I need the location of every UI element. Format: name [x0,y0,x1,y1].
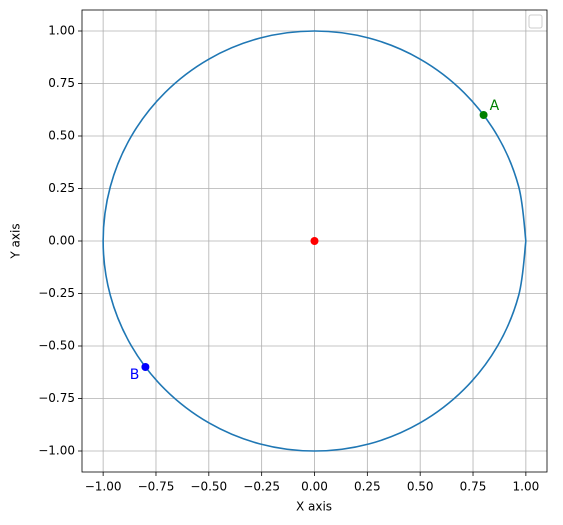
point [141,363,150,371]
y-tick-label: −0.50 [38,339,75,353]
x-tick-label: −0.25 [243,480,280,494]
x-tick-label: 0.25 [354,480,381,494]
x-tick-label: −0.50 [190,480,227,494]
x-tick-label: 0.75 [460,480,487,494]
y-tick-label: 0.25 [48,181,75,195]
y-tick-label: −1.00 [38,444,75,458]
y-tick-label: −0.75 [38,391,75,405]
x-tick-label: 0.50 [407,480,434,494]
x-axis-label: X axis [296,500,332,514]
point-label: A [490,98,500,114]
x-tick-label: 0.00 [301,480,328,494]
y-tick-label: 0.00 [48,234,75,248]
y-tick-label: −0.25 [38,286,75,300]
point-label: B [130,367,140,383]
y-axis-label: Y axis [9,223,23,259]
x-tick-label: 1.00 [513,480,540,494]
x-tick-label: −1.00 [85,480,122,494]
point [479,111,488,119]
plot-layer: AB [82,10,547,472]
point [310,237,319,245]
y-tick-label: 0.75 [48,76,75,90]
y-tick-label: 0.50 [48,129,75,143]
legend-box [528,14,543,29]
x-tick-label: −0.75 [138,480,175,494]
y-tick-label: 1.00 [48,24,75,38]
circle-line [102,30,527,452]
